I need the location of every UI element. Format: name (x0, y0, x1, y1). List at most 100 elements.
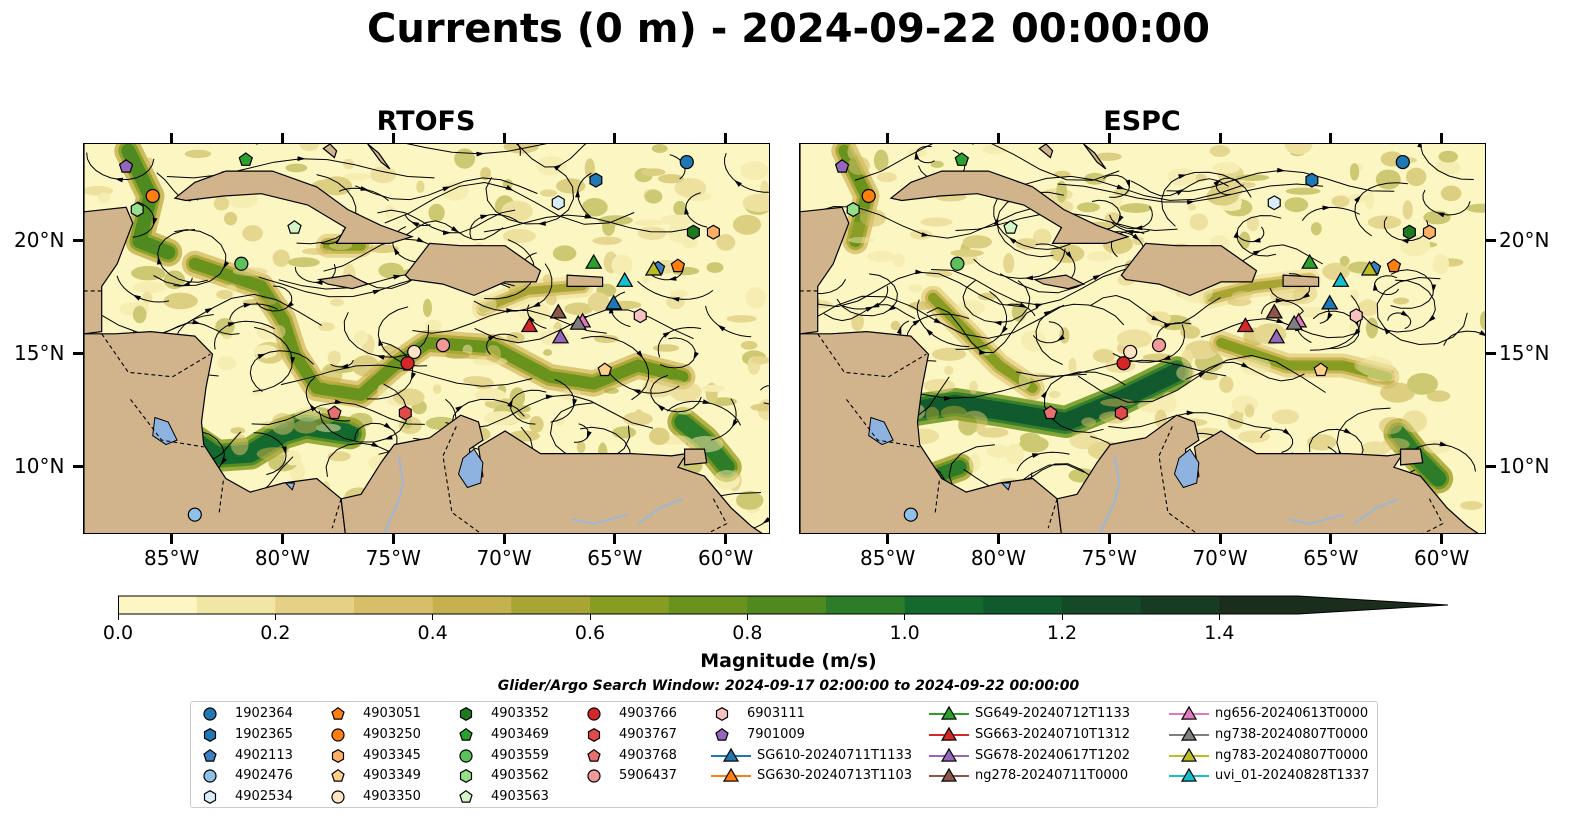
colorbar-tick (117, 614, 119, 620)
marker-4903562 (130, 202, 144, 218)
map-rtofs[interactable] (83, 143, 770, 534)
marker-4903767 (398, 405, 412, 421)
marker-4903345 (706, 224, 720, 240)
lat-tick-mark (1486, 351, 1496, 355)
marker-5906437 (1151, 338, 1167, 353)
lon-tick-mark (280, 534, 284, 544)
landmasses (800, 144, 1479, 533)
lat-tick-mark (73, 238, 83, 242)
colorbar (118, 595, 1452, 623)
legend-marker (715, 707, 729, 721)
legend-marker (459, 769, 473, 784)
marker-SG649-20240712T1133 (1301, 253, 1319, 269)
legend-marker-icon (929, 705, 969, 720)
colorbar-segment (196, 596, 276, 614)
marker-SG663-20240710T1312 (1236, 317, 1255, 333)
colorbar-extend-arrow (1298, 596, 1448, 614)
legend-marker-icon (459, 707, 473, 721)
legend-marker (1180, 726, 1198, 741)
legend-marker (587, 769, 601, 783)
marker-4903562 (846, 202, 860, 218)
lon-tick-label: 60°W (698, 546, 754, 570)
legend-label: 1902364 (235, 706, 293, 721)
legend-marker (722, 768, 740, 783)
colorbar-segment (511, 596, 591, 614)
legend-marker-icon (331, 748, 345, 763)
marker-SG678-20240617T1202 (551, 328, 570, 344)
lon-tick-label: 75°W (1081, 546, 1137, 570)
marker-4903469 (954, 152, 970, 166)
colorbar-segment (904, 596, 984, 614)
legend-label: SG678-20240617T1202 (975, 747, 1131, 763)
observation-markers (118, 152, 720, 522)
lon-tick-mark (1107, 534, 1111, 544)
marker-4903051 (670, 258, 686, 273)
legend-marker-icon (1169, 726, 1209, 741)
colorbar-tick-label: 0.4 (417, 622, 448, 644)
marker-4903766 (1116, 356, 1131, 371)
legend-marker-icon (331, 728, 345, 742)
land-bahamas1 (322, 144, 338, 159)
legend-marker (203, 707, 217, 721)
marker-5906437 (435, 338, 451, 353)
marker-4902476 (903, 507, 918, 522)
marker-4903349 (597, 362, 613, 377)
lon-tick-mark (391, 133, 395, 143)
legend-label: 4903250 (363, 726, 421, 742)
lon-tick-mark (1440, 133, 1444, 143)
lon-tick-mark (724, 534, 728, 544)
marker-4903352 (686, 224, 700, 240)
lon-tick-mark (613, 534, 617, 544)
lon-tick-mark (724, 133, 728, 143)
lon-tick-mark (996, 534, 1000, 544)
legend-marker (203, 790, 217, 805)
marker-4903352 (1402, 224, 1416, 240)
colorbar-segment (275, 596, 355, 614)
colorbar-tick (1061, 614, 1063, 620)
legend-label: 4903559 (491, 747, 549, 763)
legend-marker-icon (331, 790, 345, 804)
lon-tick-label: 85°W (860, 546, 916, 570)
legend-label: 4902476 (235, 768, 293, 784)
legend-marker-icon (587, 748, 601, 762)
lat-tick-label: 10°N (1499, 454, 1550, 479)
map-espc[interactable] (799, 143, 1486, 534)
lake-gatun (1000, 482, 1012, 491)
legend-label: 4903768 (619, 747, 677, 763)
legend-marker-icon (203, 769, 217, 783)
legend-marker-icon (929, 768, 969, 783)
legend-marker (203, 769, 217, 783)
colorbar-tick-label: 1.0 (889, 622, 920, 644)
lon-tick-label: 75°W (365, 546, 421, 570)
legend-marker (331, 769, 345, 783)
colorbar-tick (432, 614, 434, 620)
lake-nicaragua (152, 416, 178, 446)
land-cuba (889, 170, 1130, 244)
colorbar-bar (118, 595, 1449, 615)
legend-marker-icon (459, 748, 473, 763)
land-yucatan (800, 144, 850, 335)
legend-label: SG630-20240713T1103 (757, 768, 913, 784)
figure-title: Currents (0 m) - 2024-09-22 00:00:00 (367, 6, 1210, 52)
search-window-text: Glider/Argo Search Window: 2024-09-17 02… (497, 678, 1080, 694)
marker-4903350 (1123, 344, 1138, 360)
lon-tick-mark (886, 133, 890, 143)
lat-tick-label: 15°N (14, 341, 65, 366)
colorbar-tick-label: 1.4 (1204, 622, 1235, 644)
land-puertorico (566, 274, 604, 287)
marker-6903111 (1349, 308, 1363, 324)
legend-marker-icon (203, 748, 217, 762)
lon-tick-mark (996, 133, 1000, 143)
land-trinidad (1400, 448, 1424, 466)
lon-tick-mark (1107, 133, 1111, 143)
legend-label: SG649-20240712T1133 (975, 706, 1131, 721)
land-yucatan (84, 144, 134, 335)
lon-tick-mark (1218, 133, 1222, 143)
marker-ng278-20240711T0000 (549, 303, 567, 319)
marker-1902364 (679, 154, 694, 170)
map-canvas (800, 144, 1485, 533)
marker-1902364 (1395, 154, 1410, 170)
colorbar-segment (983, 596, 1063, 614)
legend-marker-icon (715, 727, 729, 741)
legend-marker-icon (587, 707, 601, 721)
